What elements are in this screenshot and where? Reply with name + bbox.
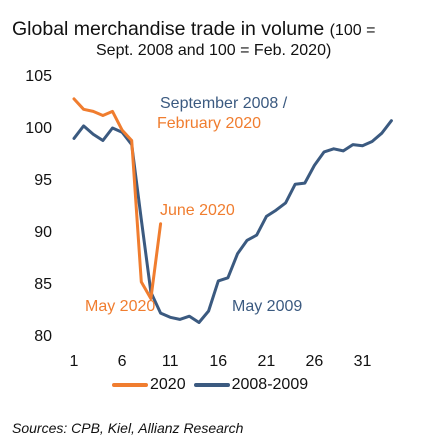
x-tick-label: 31 — [354, 353, 372, 370]
legend-label-2020: 2020 — [150, 376, 186, 393]
data-point — [198, 321, 200, 323]
series-line-2020 — [72, 97, 163, 301]
data-point — [246, 239, 248, 241]
x-tick-label: 11 — [162, 353, 179, 370]
legend-item-2008: 2008-2009 — [193, 376, 309, 394]
annotation-label: February 2020 — [157, 115, 261, 132]
data-point — [285, 202, 287, 204]
data-point — [371, 141, 373, 143]
legend-swatch-2008 — [193, 383, 230, 387]
data-point — [160, 312, 162, 314]
data-point — [313, 164, 315, 166]
data-point — [265, 215, 267, 217]
data-point — [217, 280, 219, 282]
data-point — [208, 310, 210, 312]
data-point — [362, 145, 364, 147]
y-tick-label: 85 — [34, 276, 52, 293]
title-sub-b: Sept. 2008 and 100 = Feb. 2020) — [96, 42, 332, 59]
x-tick-label: 1 — [70, 353, 79, 370]
x-tick-label: 26 — [306, 353, 324, 370]
data-point — [102, 139, 104, 141]
y-tick-label: 105 — [25, 68, 52, 85]
data-point — [179, 318, 181, 320]
data-point — [92, 133, 94, 135]
series-lines — [72, 97, 393, 324]
y-axis-ticks: 80 85 90 95 100 105 — [25, 68, 52, 345]
data-point — [121, 129, 123, 131]
legend-swatch-2020 — [112, 383, 148, 387]
series-line-2008-2009 — [72, 119, 393, 324]
data-point — [83, 108, 85, 110]
y-tick-label: 80 — [34, 328, 52, 345]
data-point — [102, 115, 104, 117]
data-point — [237, 253, 238, 255]
data-point — [342, 150, 344, 152]
annotation-label: May 2020 — [85, 298, 155, 315]
x-tick-label: 6 — [118, 353, 127, 370]
data-point — [227, 277, 229, 279]
data-point — [92, 110, 94, 112]
y-tick-label: 90 — [34, 224, 52, 241]
annotation-label: May 2009 — [232, 298, 302, 315]
data-point — [275, 209, 277, 211]
data-point — [352, 144, 354, 146]
data-point — [140, 281, 142, 283]
data-point — [160, 223, 162, 225]
data-point — [294, 183, 296, 185]
data-point — [73, 137, 75, 139]
data-point — [381, 132, 383, 134]
data-point — [169, 316, 171, 318]
source-note: Sources: CPB, Kiel, Allianz Research — [12, 420, 244, 436]
y-tick-label: 100 — [25, 120, 52, 137]
annotation-label: September 2008 / — [160, 95, 288, 112]
legend: 2020 2008-2009 — [112, 376, 316, 394]
x-tick-label: 16 — [209, 353, 227, 370]
annotation-label: June 2020 — [160, 202, 235, 219]
data-point — [73, 98, 75, 100]
data-point — [83, 125, 85, 127]
title-sub-a: (100 = — [329, 22, 376, 39]
data-point — [256, 234, 258, 236]
data-point — [333, 148, 335, 150]
legend-item-2020: 2020 — [112, 376, 186, 394]
data-point — [188, 315, 190, 317]
annotations: September 2008 / February 2020 June 2020 Ma… — [85, 95, 302, 315]
x-tick-label: 21 — [257, 353, 275, 370]
data-point — [323, 151, 325, 153]
data-point — [390, 120, 392, 122]
data-point — [140, 219, 142, 221]
data-point — [111, 127, 113, 129]
legend-label-2008: 2008-2009 — [231, 376, 309, 393]
title-main: Global merchandise trade in volume — [12, 18, 325, 40]
y-tick-label: 95 — [34, 172, 52, 189]
data-point — [304, 182, 306, 184]
x-axis-ticks: 1 6 11 16 21 26 31 — [70, 353, 372, 370]
data-point — [111, 110, 113, 112]
chart-title: Global merchandise trade in volume (100 … — [12, 18, 422, 59]
data-point — [131, 139, 133, 141]
data-point — [150, 298, 152, 300]
